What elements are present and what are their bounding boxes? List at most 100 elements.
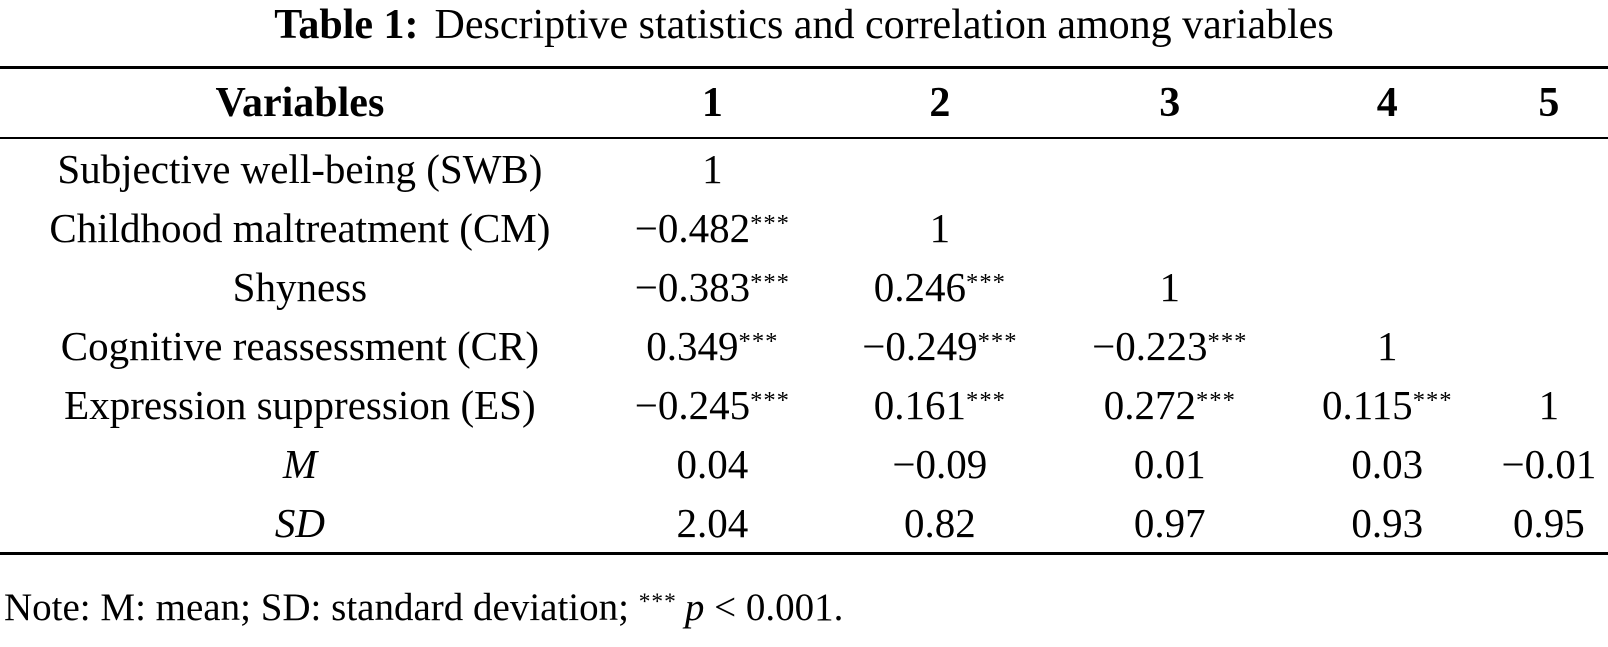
- table-cell: [1490, 316, 1608, 375]
- table-note: Note: M: mean; SD: standard deviation; *…: [4, 586, 1608, 630]
- table-cell: 0.03: [1285, 434, 1490, 493]
- table-cell: [1285, 138, 1490, 198]
- cell-value: 0.246: [873, 263, 967, 310]
- header-row: Variables 1 2 3 4 5: [0, 67, 1608, 139]
- cell-value: −0.245: [634, 381, 751, 428]
- cell-value: −0.383: [634, 263, 751, 310]
- table-row-cr: Cognitive reassessment (CR) 0.349*** −0.…: [0, 316, 1608, 375]
- table-cell: 0.272***: [1055, 375, 1285, 434]
- table-row-swb: Subjective well-being (SWB) 1: [0, 138, 1608, 198]
- cell-value: 1: [702, 145, 723, 192]
- cell-value: 0.161: [873, 381, 967, 428]
- row-label: Expression suppression (ES): [64, 381, 536, 428]
- table-cell: −0.482***: [600, 198, 825, 257]
- correlation-table: Variables 1 2 3 4 5 Subjective well-bein…: [0, 66, 1608, 555]
- table-caption: Table 1: Descriptive statistics and corr…: [0, 0, 1608, 66]
- row-label: M: [282, 440, 317, 487]
- table-cell: −0.223***: [1055, 316, 1285, 375]
- table-cell: 0.04: [600, 434, 825, 493]
- cell-value: 0.95: [1513, 499, 1585, 546]
- cell-value: 0.01: [1133, 440, 1206, 487]
- cell-value: 0.115: [1321, 381, 1413, 428]
- header-cell-2: 2: [824, 67, 1055, 139]
- cell-value: −0.01: [1501, 440, 1597, 487]
- table-row-mean: M 0.04 −0.09 0.01 0.03 −0.01: [0, 434, 1608, 493]
- table-cell: 0.349***: [600, 316, 825, 375]
- significance-stars: ***: [750, 386, 790, 414]
- cell-value: −0.09: [892, 440, 988, 487]
- cell-value: 0.97: [1133, 499, 1206, 546]
- table-cell: 0.95: [1490, 493, 1608, 554]
- cell-value: 0.93: [1351, 499, 1424, 546]
- significance-stars: ***: [1412, 386, 1453, 414]
- table-cell: 1: [600, 138, 825, 198]
- note-p-symbol: p: [684, 586, 705, 629]
- table-cell: 0.115***: [1285, 375, 1490, 434]
- table-caption-label: Table 1:: [274, 2, 419, 48]
- header-cell-5: 5: [1489, 67, 1608, 139]
- cell-value: 0.349: [646, 322, 739, 369]
- row-label: Shyness: [232, 263, 368, 310]
- table-cell: 1: [1285, 316, 1490, 375]
- significance-stars: ***: [977, 327, 1018, 355]
- cell-value: 1: [1538, 381, 1560, 428]
- table-cell: −0.245***: [600, 375, 825, 434]
- table-cell: −0.01: [1490, 434, 1608, 493]
- significance-stars: ***: [966, 386, 1006, 414]
- table-cell: 1: [1055, 257, 1285, 316]
- cell-value: 0.272: [1103, 381, 1196, 428]
- cell-value: 1: [929, 204, 951, 251]
- table-row-es: Expression suppression (ES) −0.245*** 0.…: [0, 375, 1608, 434]
- header-cell-3: 3: [1054, 67, 1285, 139]
- row-label: Childhood maltreatment (CM): [49, 204, 551, 251]
- header-cell-1: 1: [599, 67, 825, 139]
- table-cell: [1490, 198, 1608, 257]
- cell-value: −0.249: [862, 322, 978, 369]
- cell-value: 1: [1159, 263, 1181, 310]
- significance-stars: ***: [738, 327, 779, 355]
- header-cell-4: 4: [1284, 67, 1490, 139]
- table-row-shyness: Shyness −0.383*** 0.246*** 1: [0, 257, 1608, 316]
- table-cell: 0.93: [1285, 493, 1490, 554]
- table-cell: [1490, 257, 1608, 316]
- significance-stars: ***: [750, 268, 790, 296]
- significance-stars: ***: [1207, 327, 1248, 355]
- table-cell: 0.97: [1055, 493, 1285, 554]
- header-cell-variables: Variables: [0, 67, 600, 139]
- table-cell: [1490, 138, 1608, 198]
- significance-stars: ***: [966, 268, 1006, 296]
- row-label: Subjective well-being (SWB): [57, 145, 543, 192]
- table-cell: [1055, 198, 1285, 257]
- table-cell: [825, 138, 1055, 198]
- table-cell: 1: [825, 198, 1055, 257]
- table-cell: [1285, 198, 1490, 257]
- table-cell: 0.161***: [825, 375, 1055, 434]
- table-cell: 0.246***: [825, 257, 1055, 316]
- row-label: Cognitive reassessment (CR): [60, 322, 540, 369]
- cell-value: −0.482: [634, 204, 751, 251]
- table-row-sd: SD 2.04 0.82 0.97 0.93 0.95: [0, 493, 1608, 554]
- table-caption-text: Descriptive statistics and correlation a…: [434, 2, 1334, 48]
- cell-value: 0.04: [676, 440, 749, 487]
- table-cell: [1285, 257, 1490, 316]
- note-prefix: Note: M: mean; SD: standard deviation;: [4, 586, 639, 629]
- cell-value: 0.82: [903, 499, 976, 546]
- cell-value: 1: [1377, 322, 1398, 369]
- significance-stars: ***: [1195, 386, 1236, 414]
- significance-stars: ***: [750, 209, 790, 237]
- table-cell: 1: [1490, 375, 1608, 434]
- note-threshold: < 0.001.: [704, 586, 844, 629]
- table-cell: −0.09: [825, 434, 1055, 493]
- significance-stars: ***: [638, 589, 677, 616]
- table-cell: −0.249***: [825, 316, 1055, 375]
- table-row-cm: Childhood maltreatment (CM) −0.482*** 1: [0, 198, 1608, 257]
- table-cell: 0.82: [825, 493, 1055, 554]
- cell-value: −0.223: [1092, 322, 1208, 369]
- cell-value: 0.03: [1351, 440, 1424, 487]
- row-label: SD: [274, 499, 325, 546]
- table-cell: [1055, 138, 1285, 198]
- table-cell: −0.383***: [600, 257, 825, 316]
- table-cell: 2.04: [600, 493, 825, 554]
- cell-value: 2.04: [676, 499, 749, 546]
